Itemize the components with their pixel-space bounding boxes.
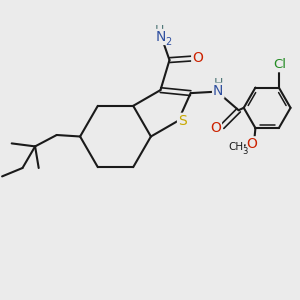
Text: N: N <box>155 30 166 44</box>
Text: CH: CH <box>228 142 244 152</box>
Text: O: O <box>247 137 258 151</box>
Text: H: H <box>214 77 223 90</box>
Text: H: H <box>155 24 164 37</box>
Text: O: O <box>192 51 203 65</box>
Text: 3: 3 <box>242 147 248 156</box>
Text: S: S <box>178 114 187 128</box>
Text: 2: 2 <box>166 37 172 47</box>
Text: N: N <box>213 84 224 98</box>
Text: Cl: Cl <box>273 58 286 71</box>
Text: O: O <box>210 121 221 135</box>
